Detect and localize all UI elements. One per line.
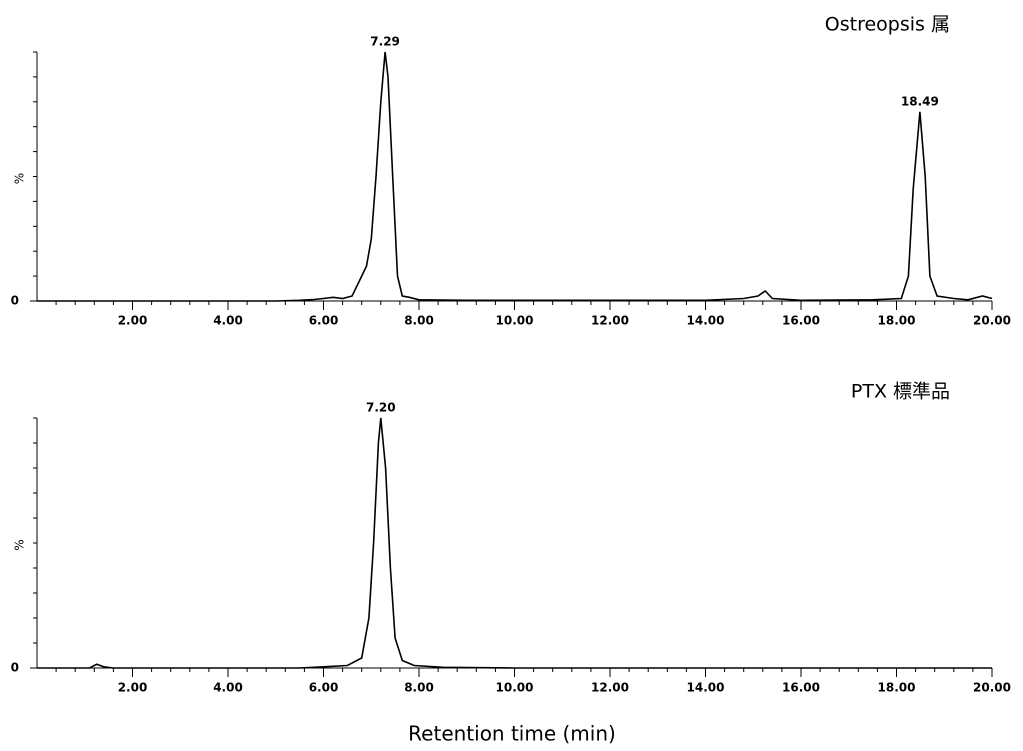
x-tick-label: 4.00 xyxy=(213,314,243,328)
x-tick-label: 10.00 xyxy=(496,681,534,695)
x-tick-label: 16.00 xyxy=(782,314,820,328)
x-tick-label: 12.00 xyxy=(591,314,629,328)
x-tick-label: 16.00 xyxy=(782,681,820,695)
x-tick-label: 4.00 xyxy=(213,681,243,695)
x-tick-label: 2.00 xyxy=(118,681,148,695)
x-tick-label: 14.00 xyxy=(687,681,725,695)
chromatogram-line xyxy=(37,51,993,302)
x-tick-label: 20.00 xyxy=(973,681,1011,695)
peak-label: 18.49 xyxy=(901,94,939,108)
x-axis-label: Retention time (min) xyxy=(408,722,616,746)
x-tick-label: 2.00 xyxy=(118,314,148,328)
x-tick-label: 14.00 xyxy=(687,314,725,328)
chart-title: PTX 標準品 xyxy=(851,381,950,403)
x-tick-label: 18.00 xyxy=(878,681,916,695)
peak-label: 7.20 xyxy=(366,401,396,415)
x-tick-label: 8.00 xyxy=(404,681,434,695)
x-tick-label: 20.00 xyxy=(973,314,1011,328)
x-tick-label: 8.00 xyxy=(404,314,434,328)
x-tick-label: 12.00 xyxy=(591,681,629,695)
x-tick-label: 6.00 xyxy=(309,681,339,695)
y-tick-label: 0 xyxy=(11,294,19,308)
y-tick-label: 0 xyxy=(11,661,19,675)
chromatogram-line xyxy=(37,417,992,669)
x-tick-label: 18.00 xyxy=(878,314,916,328)
x-tick-label: 6.00 xyxy=(309,314,339,328)
chart-title: Ostreopsis 属 xyxy=(825,14,950,36)
peak-label: 7.29 xyxy=(370,35,400,49)
x-tick-label: 10.00 xyxy=(496,314,534,328)
y-axis-label: % xyxy=(13,539,27,550)
y-axis-label: % xyxy=(13,173,27,184)
